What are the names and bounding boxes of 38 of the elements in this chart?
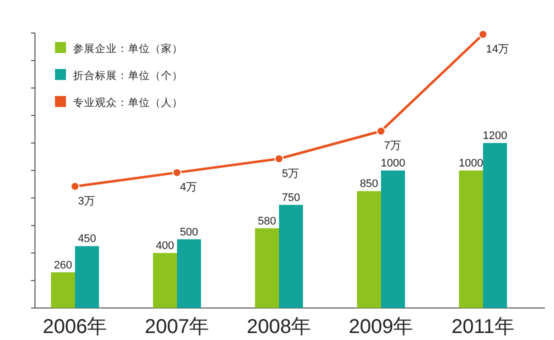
x-tick-label: 2008年 <box>246 316 312 338</box>
data-label: 850 <box>360 178 378 190</box>
data-label: 1000 <box>380 158 406 170</box>
x-tick-label: 2006年 <box>42 316 108 338</box>
bar <box>381 170 405 308</box>
x-tick-label: 2009年 <box>348 316 414 338</box>
point <box>376 126 386 136</box>
data-label: 5万 <box>282 168 300 180</box>
point <box>274 154 284 164</box>
bar <box>357 191 381 308</box>
point <box>172 168 182 178</box>
data-label: 450 <box>78 233 96 246</box>
bar <box>279 204 303 308</box>
bar <box>459 170 483 308</box>
bar <box>483 143 507 308</box>
data-label: 260 <box>54 259 72 272</box>
bar <box>153 253 177 308</box>
data-label: 400 <box>156 240 174 252</box>
legend-label: 参展企业：单位（家） <box>73 42 183 55</box>
point <box>478 30 488 39</box>
point <box>70 182 80 191</box>
data-label: 750 <box>282 192 300 204</box>
bar <box>75 246 99 308</box>
data-label: 4万 <box>180 182 198 194</box>
data-label: 1000 <box>458 158 484 170</box>
legend-label: 折合标展：单位（个） <box>73 69 183 82</box>
x-tick-label: 2011年 <box>451 316 515 338</box>
legend-label: 专业观众：单位（人） <box>73 96 183 109</box>
bar <box>51 272 75 308</box>
bar <box>177 239 201 308</box>
data-label: 7万 <box>384 140 402 152</box>
data-label: 1200 <box>482 130 508 142</box>
x-tick-label: 2007年 <box>144 316 210 338</box>
data-label: 14万 <box>486 43 510 56</box>
data-label: 500 <box>180 226 198 238</box>
data-label: 580 <box>258 215 276 228</box>
bar <box>255 228 279 308</box>
data-label: 3万 <box>78 195 96 208</box>
